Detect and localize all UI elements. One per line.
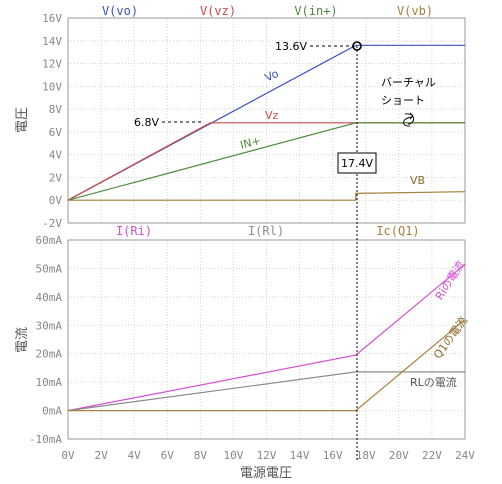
y-tick-label-voltage: 2V xyxy=(49,171,63,184)
marker-17-4v-label: 17.4V xyxy=(341,157,373,170)
legend-ic-q1: Ic(Q1) xyxy=(376,224,419,238)
series-line-v-vb xyxy=(68,191,466,201)
x-tick-label: 22V xyxy=(422,449,442,462)
y-axis-label-voltage: 電圧 xyxy=(15,107,30,133)
twist-arrow-icon xyxy=(403,112,415,127)
label-vo: Vo xyxy=(263,67,281,85)
label-rl-current: RLの電流 xyxy=(410,375,457,389)
x-axis-label: 電源電圧 xyxy=(240,466,292,481)
y-tick-label-current: 0mA xyxy=(42,405,62,418)
y-tick-label-voltage: 10V xyxy=(42,80,62,93)
y-tick-label-voltage: 16V xyxy=(42,12,62,25)
y-tick-label-current: 50mA xyxy=(36,262,63,275)
label-vb: VB xyxy=(410,174,425,187)
series-line-i-ri xyxy=(67,263,466,412)
bottom-plot-frame xyxy=(67,239,466,440)
x-tick-label: 20V xyxy=(389,449,409,462)
x-tick-label: 14V xyxy=(290,449,310,462)
y-tick-label-current: 30mA xyxy=(36,319,63,332)
legend-i-rl: I(Rl) xyxy=(248,224,284,238)
legend-i-ri: I(Ri) xyxy=(116,224,152,238)
x-tick-label: 0V xyxy=(61,449,75,462)
callout-13-6v-label: 13.6V xyxy=(275,40,307,53)
marker-17-4v-box xyxy=(337,152,377,174)
x-tick-label: 10V xyxy=(223,449,243,462)
y-tick-label-voltage: 14V xyxy=(42,35,62,48)
y-tick-label-current: 60mA xyxy=(36,234,63,247)
legend-v-inp: V(in+) xyxy=(294,4,337,18)
callout-6-8v-label: 6.8V xyxy=(134,116,159,129)
y-tick-label-current: 20mA xyxy=(36,348,63,361)
series-layer xyxy=(67,44,466,412)
y-tick-label-current: 40mA xyxy=(36,291,63,304)
y-tick-label-voltage: -2V xyxy=(42,217,62,230)
callout-13-6v-point xyxy=(352,41,362,51)
label-virtual-short-1: バーチャル xyxy=(381,76,436,89)
label-in-plus: IN+ xyxy=(239,134,262,152)
label-ri-current: Riの電流 xyxy=(432,258,468,302)
y-tick-label-voltage: 6V xyxy=(49,126,63,139)
y-tick-label-voltage: 12V xyxy=(42,58,62,71)
x-tick-label: 24V xyxy=(455,449,475,462)
x-tick-label: 6V xyxy=(161,449,175,462)
x-tick-label: 2V xyxy=(94,449,108,462)
series-line-v-vz xyxy=(67,122,465,201)
top-plot-frame xyxy=(67,17,466,224)
legend-v-vo: V(vo) xyxy=(102,4,138,18)
y-axis-label-current: 電流 xyxy=(15,327,30,353)
y-tick-label-voltage: 8V xyxy=(49,103,63,116)
label-virtual-short-2: ショート xyxy=(381,94,425,107)
y-tick-label-current: -10mA xyxy=(29,433,62,446)
x-tick-label: 8V xyxy=(194,449,208,462)
y-tick-label-current: 10mA xyxy=(36,376,63,389)
legend-v-vz: V(vz) xyxy=(200,4,236,18)
x-tick-label: 4V xyxy=(128,449,142,462)
y-tick-label-voltage: 0V xyxy=(49,194,63,207)
legend-v-vb: V(vb) xyxy=(397,4,433,18)
y-tick-label-voltage: 4V xyxy=(49,149,63,162)
series-line-v-in xyxy=(67,122,465,201)
series-line-ic-q1 xyxy=(68,319,466,412)
tick-layer: 16V 14V 12V 10V 8V 6V 4V 2V 0V -2V 60mA 50mA 40mA 30m… xyxy=(29,12,475,462)
label-vz: Vz xyxy=(265,109,279,122)
x-tick-label: 16V xyxy=(323,449,343,462)
x-tick-label: 12V xyxy=(257,449,277,462)
series-line-i-rl xyxy=(67,371,465,412)
x-tick-label: 18V xyxy=(356,449,376,462)
